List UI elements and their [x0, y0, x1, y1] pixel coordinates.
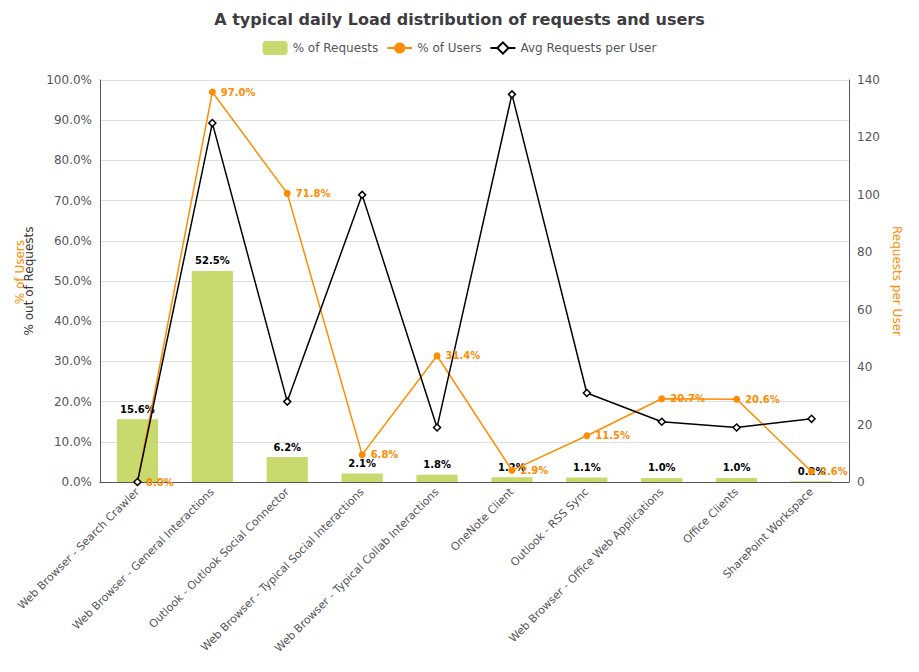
svg-text:% of Users: % of Users — [417, 41, 481, 55]
svg-text:Requests per User: Requests per User — [890, 226, 904, 336]
svg-text:11.5%: 11.5% — [595, 430, 630, 441]
svg-text:1.1%: 1.1% — [573, 462, 601, 473]
svg-text:40: 40 — [857, 360, 872, 374]
svg-text:30.0%: 30.0% — [54, 354, 92, 368]
svg-text:50.0%: 50.0% — [54, 274, 92, 288]
svg-text:6.2%: 6.2% — [273, 442, 301, 453]
svg-text:1.0%: 1.0% — [723, 462, 751, 473]
svg-text:100.0%: 100.0% — [46, 73, 92, 87]
svg-text:A typical daily Load distribut: A typical daily Load distribution of req… — [214, 10, 705, 29]
svg-text:2.1%: 2.1% — [348, 458, 376, 470]
svg-text:80.0%: 80.0% — [54, 153, 92, 167]
svg-text:Web Browser - Typical Social I: Web Browser - Typical Social Interaction… — [198, 485, 367, 654]
svg-text:140: 140 — [857, 73, 880, 87]
svg-text:0.2%: 0.2% — [797, 465, 826, 477]
svg-text:Web Browser - General Interact: Web Browser - General Interactions — [70, 485, 217, 632]
svg-text:97.0%: 97.0% — [221, 87, 256, 98]
svg-text:% out of Requests: % out of Requests — [22, 226, 36, 335]
svg-text:Web Browser - Search Crawler: Web Browser - Search Crawler — [15, 485, 142, 612]
svg-text:Office Clients: Office Clients — [680, 485, 741, 546]
svg-text:% of Users: % of Users — [13, 240, 27, 305]
svg-text:71.8%: 71.8% — [296, 188, 331, 199]
svg-text:20.7%: 20.7% — [670, 393, 705, 404]
svg-text:2.9%: 2.9% — [520, 465, 548, 476]
svg-text:0.0%: 0.0% — [62, 475, 93, 489]
svg-text:0.0%: 0.0% — [146, 477, 174, 488]
svg-text:80: 80 — [857, 245, 872, 259]
svg-text:31.4%: 31.4% — [446, 350, 481, 361]
svg-text:Outlook - RSS Sync: Outlook - RSS Sync — [508, 485, 592, 569]
svg-text:0: 0 — [857, 475, 865, 489]
svg-text:120: 120 — [857, 130, 880, 144]
svg-text:100: 100 — [857, 188, 880, 202]
svg-text:1.8%: 1.8% — [423, 459, 451, 470]
svg-text:% of Requests: % of Requests — [293, 41, 379, 55]
svg-text:OneNote Client: OneNote Client — [448, 485, 517, 554]
svg-text:Avg Requests per User: Avg Requests per User — [520, 41, 656, 55]
svg-text:20: 20 — [857, 418, 872, 432]
svg-text:6.8%: 6.8% — [371, 449, 399, 460]
svg-text:15.6%: 15.6% — [120, 404, 155, 415]
svg-text:60.0%: 60.0% — [54, 234, 92, 248]
svg-text:52.5%: 52.5% — [195, 255, 230, 266]
svg-text:10.0%: 10.0% — [54, 435, 92, 449]
svg-text:40.0%: 40.0% — [54, 314, 92, 328]
svg-text:1.0%: 1.0% — [648, 462, 676, 473]
svg-text:2.6%: 2.6% — [820, 466, 848, 477]
svg-text:20.6%: 20.6% — [745, 394, 780, 405]
svg-text:90.0%: 90.0% — [54, 113, 92, 127]
svg-text:Outlook - Outlook Social Conne: Outlook - Outlook Social Connector — [146, 485, 292, 631]
svg-text:60: 60 — [857, 303, 872, 317]
svg-text:Web Browser - Typical Collab I: Web Browser - Typical Collab Interaction… — [272, 485, 442, 655]
svg-text:Web Browser - Office Web Appli: Web Browser - Office Web Applications — [507, 485, 667, 645]
svg-text:20.0%: 20.0% — [54, 395, 92, 409]
svg-text:SharePoint Workspace: SharePoint Workspace — [720, 485, 816, 581]
svg-text:70.0%: 70.0% — [54, 194, 92, 208]
